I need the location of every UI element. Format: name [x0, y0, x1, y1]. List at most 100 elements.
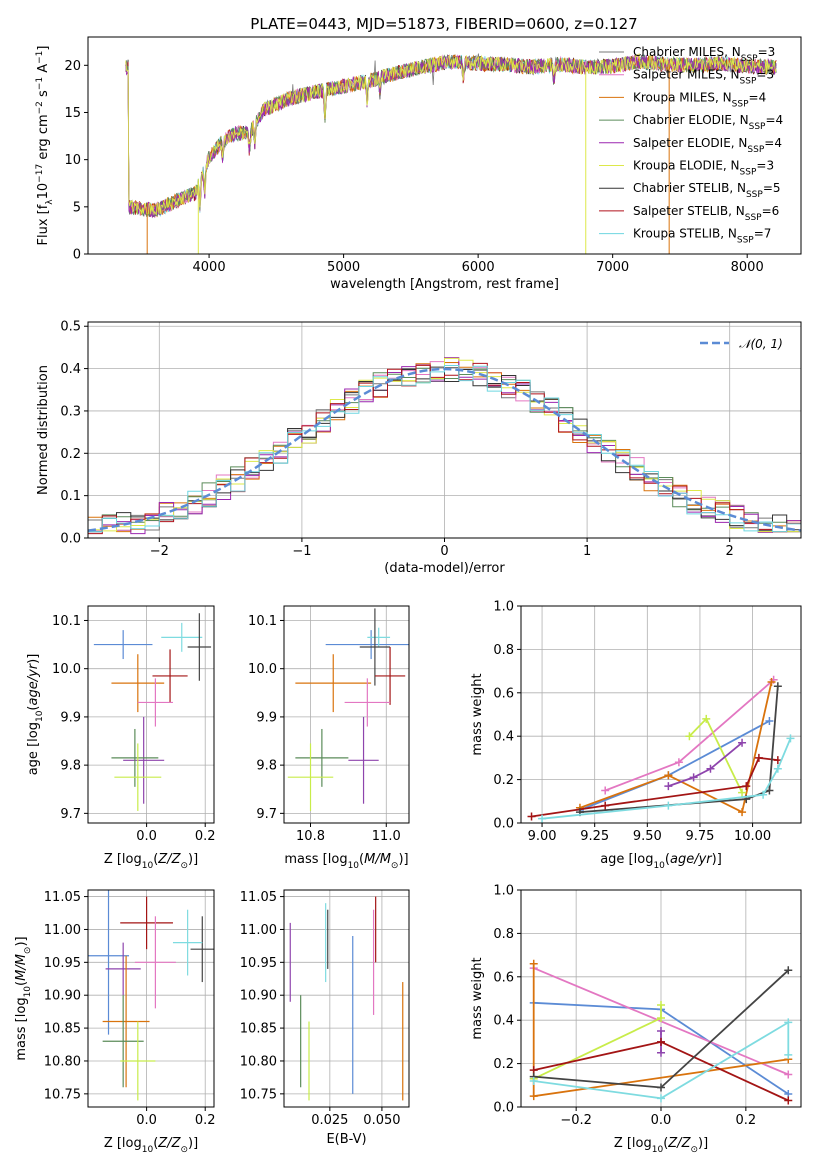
weight-line-lime: [533, 1005, 662, 1080]
weight-marker-dark: [765, 786, 774, 795]
weight-marker-purple: [689, 773, 698, 782]
y-tick-label: 9.9: [60, 710, 81, 725]
legend-entry: Chabrier ELODIE, NSSP=4: [633, 113, 783, 132]
ticks: 0.0 0.2 10.75 10.80 10.85 10.90 10.95 11.00 11.0…: [44, 890, 216, 1128]
y-tick-label: 10.1: [52, 614, 81, 629]
x-tick-label: 0.050: [363, 1113, 400, 1128]
plot-area: [527, 675, 795, 823]
weight-marker-lime: [738, 788, 747, 797]
y-tick-label: 0.4: [60, 362, 81, 377]
y-tick-label: 0.5: [60, 320, 81, 335]
plot-area: [93, 613, 212, 811]
weight-marker-cyan: [529, 1076, 538, 1085]
x-tick-label: 4000: [193, 260, 226, 275]
plot-area: [289, 896, 404, 1101]
plot-area: [287, 608, 409, 811]
x-axis-label: Z [log10(Z/Z⊙)]: [104, 852, 198, 871]
ticks: −2 −1 0 1 2 0.0 0.1 0.2 0.3 0.4 0.5: [60, 320, 734, 559]
y-tick-label: 11.00: [44, 923, 81, 938]
y-tick-label: 11.00: [240, 923, 277, 938]
y-tick-label: 10.1: [248, 614, 277, 629]
weight-marker-lime: [657, 1001, 665, 1010]
spectrum-line-kroupa_elodie: [125, 52, 777, 216]
weight-marker-lime: [657, 1014, 665, 1023]
x-tick-label: −2: [150, 544, 169, 559]
x-tick-label: 11.0: [372, 829, 401, 844]
x-tick-label: 5000: [327, 260, 360, 275]
x-tick-label: 0.2: [195, 829, 216, 844]
x-axis-label: Z [log10(Z/Z⊙)]: [614, 1136, 708, 1155]
weight-marker-orange: [738, 808, 747, 817]
x-tick-label: −0.2: [560, 1113, 592, 1128]
axes-frame: [520, 889, 802, 1108]
y-tick-label: 9.7: [256, 807, 277, 822]
axes-frame: [283, 889, 410, 1108]
x-axis-label: age [log10(age/yr)]: [600, 852, 722, 871]
ticks: 0.0 0.2 9.7 9.8 9.9 10.0 10.1: [52, 614, 216, 844]
y-tick-label: 10.0: [52, 662, 81, 677]
y-tick-label: 0.0: [60, 532, 81, 547]
legend-entry: Kroupa ELODIE, NSSP=3: [633, 159, 774, 178]
x-axis-label: (data-model)/error: [384, 561, 505, 576]
x-tick-label: 9.00: [528, 829, 557, 844]
x-axis-label: wavelength [Angstrom, rest frame]: [330, 277, 559, 292]
y-tick-label: 0.6: [493, 686, 514, 701]
y-tick-label: 0.2: [60, 447, 81, 462]
weight-marker-cyan: [773, 764, 782, 773]
y-tick-label: 10.80: [44, 1054, 81, 1069]
y-tick-label: 0.2: [493, 773, 514, 788]
weight-marker-lime: [685, 732, 694, 741]
ticks: 4000 5000 6000 7000 8000 0 5 10 15 20: [64, 59, 763, 275]
legend-entry: Kroupa MILES, NSSP=4: [633, 90, 766, 109]
x-tick-label: 6000: [462, 260, 495, 275]
y-tick-label: 10.85: [44, 1022, 81, 1037]
weight-marker-cyan: [784, 1018, 793, 1027]
y-tick-label: 5: [73, 200, 81, 215]
y-tick-label: 10.90: [240, 989, 277, 1004]
y-tick-label: 0.2: [493, 1057, 514, 1072]
ticks: −0.2 0.0 0.2 0.0 0.2 0.4 0.6 0.8 1.0: [493, 884, 756, 1129]
legend-entry: Salpeter STELIB, NSSP=6: [633, 204, 779, 223]
weight-marker-dark: [657, 1083, 665, 1092]
weight-marker-purple: [738, 738, 747, 747]
weight-marker-cyan: [664, 801, 673, 810]
y-tick-label: 15: [64, 106, 81, 121]
weight-marker-red: [601, 801, 610, 810]
plot-area: [125, 52, 777, 254]
weight-marker-red: [527, 812, 536, 821]
weight-marker-purple: [664, 782, 673, 791]
y-tick-label: 0.8: [493, 643, 514, 658]
legend: 𝒩(0, 1): [700, 337, 783, 351]
x-tick-label: 1: [583, 544, 591, 559]
plot-area: [88, 357, 801, 535]
y-tick-label: 0.4: [493, 730, 514, 745]
weight-line-cyan: [533, 1020, 790, 1100]
x-tick-label: 9.50: [633, 829, 662, 844]
x-tick-label: 2: [726, 544, 734, 559]
ticks: 0.025 0.050 10.75 10.80 10.85 10.90 10.95 11.00…: [240, 890, 401, 1128]
x-tick-label: 10.00: [734, 829, 771, 844]
y-tick-label: 10.85: [240, 1022, 277, 1037]
axes-frame: [87, 605, 215, 824]
x-tick-label: 9.25: [580, 829, 609, 844]
y-tick-label: 0.3: [60, 404, 81, 419]
y-tick-label: 10.95: [44, 956, 81, 971]
weight-marker-pink: [674, 758, 683, 767]
legend-entry: Salpeter ELODIE, NSSP=4: [633, 136, 782, 155]
weight-marker-orange: [664, 771, 673, 780]
y-tick-label: 10.75: [240, 1087, 277, 1102]
legend-entry: Kroupa STELIB, NSSP=7: [633, 227, 771, 246]
axes-frame: [87, 889, 215, 1108]
age-vs-metallicity-panel: 0.0 0.2 9.7 9.8 9.9 10.0 10.1 Z [log10(Z/Z⊙)] ag…: [26, 605, 216, 871]
y-tick-label: 10: [64, 153, 81, 168]
y-tick-label: 0.0: [493, 817, 514, 832]
spectrum-panel: 4000 5000 6000 7000 8000 0 5 10 15 20 wavelength […: [35, 36, 802, 292]
mass-weight-vs-metallicity-panel: −0.2 0.0 0.2 0.0 0.2 0.4 0.6 0.8 1.0 mass weight Z…: [470, 884, 802, 1155]
weight-marker-pink: [601, 786, 610, 795]
weight-marker-cyan: [759, 790, 768, 799]
y-tick-label: 11.05: [44, 890, 81, 905]
x-tick-label: 0.025: [311, 1113, 348, 1128]
y-tick-label: 0.6: [493, 970, 514, 985]
plot-area: [88, 890, 214, 1101]
